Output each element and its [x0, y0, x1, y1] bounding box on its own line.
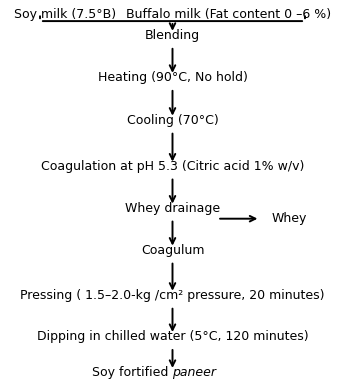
- Text: Cooling (70°C): Cooling (70°C): [127, 114, 218, 127]
- Text: paneer: paneer: [172, 366, 217, 379]
- Text: Buffalo milk (Fat content 0 –6 %): Buffalo milk (Fat content 0 –6 %): [126, 8, 332, 21]
- Text: Blending: Blending: [145, 29, 200, 42]
- Text: Dipping in chilled water (5°C, 120 minutes): Dipping in chilled water (5°C, 120 minut…: [37, 330, 308, 343]
- Text: Coagulum: Coagulum: [141, 244, 204, 257]
- Text: Pressing ( 1.5–2.0-kg /cm² pressure, 20 minutes): Pressing ( 1.5–2.0-kg /cm² pressure, 20 …: [20, 289, 325, 302]
- Text: Whey drainage: Whey drainage: [125, 202, 220, 215]
- Text: Soy milk (7.5°B): Soy milk (7.5°B): [13, 8, 116, 21]
- Text: Soy fortified: Soy fortified: [92, 366, 172, 379]
- Text: Whey: Whey: [272, 212, 307, 225]
- Text: Coagulation at pH 5.3 (Citric acid 1% w/v): Coagulation at pH 5.3 (Citric acid 1% w/…: [41, 160, 304, 173]
- Text: Heating (90°C, No hold): Heating (90°C, No hold): [98, 71, 247, 84]
